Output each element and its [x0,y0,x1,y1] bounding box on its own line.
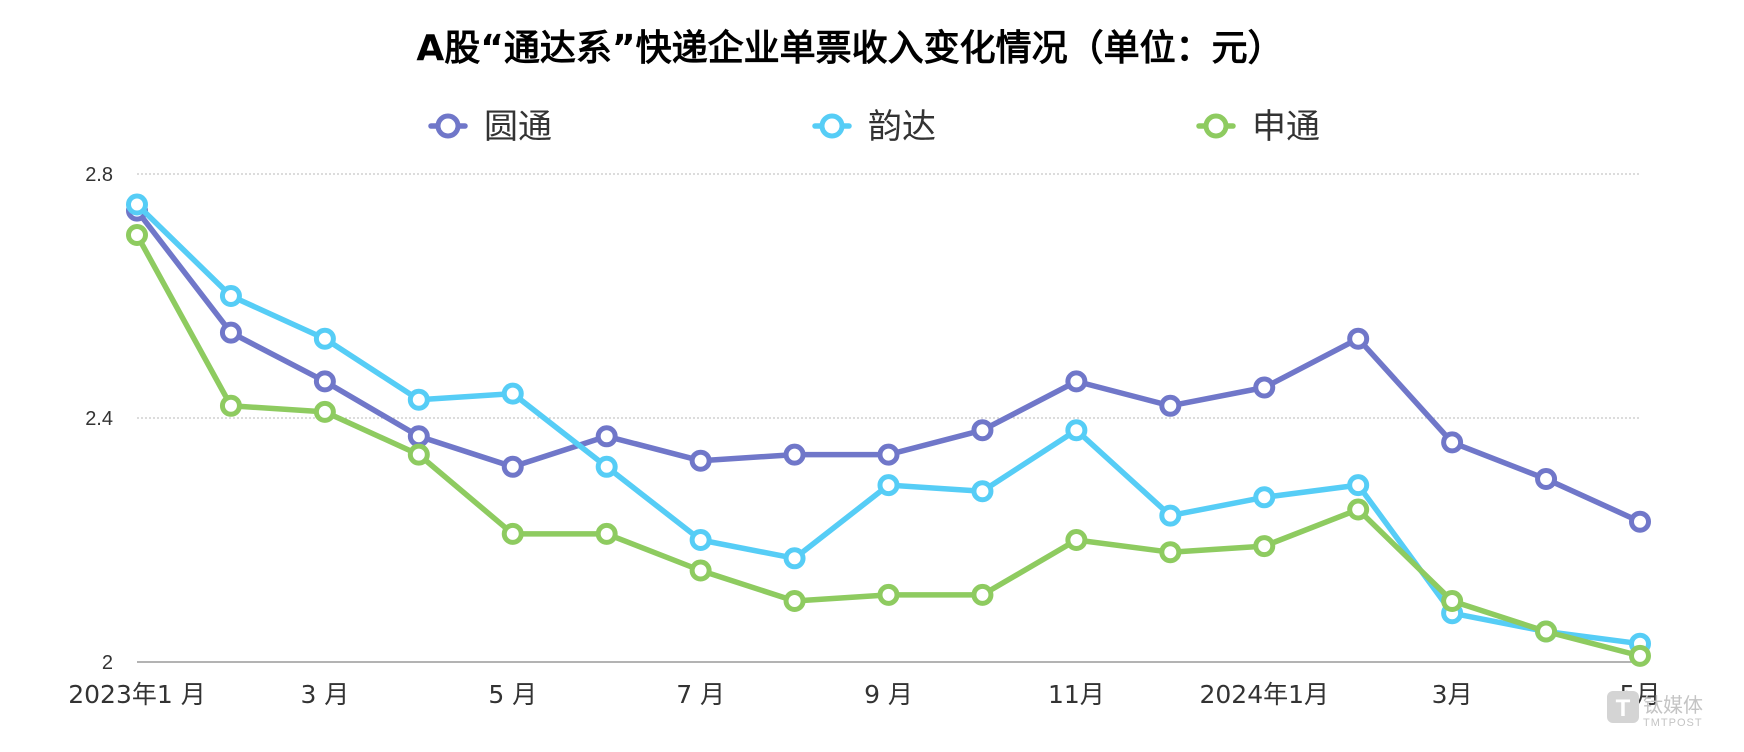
x-tick-label-12: 2024年1月 [1199,680,1329,709]
data-point-0-9 [971,419,994,442]
legend-item-2: 申通 [1196,107,1320,147]
data-point-1-5 [595,455,618,478]
y-axis: 2 2.4 2.8 [85,164,113,674]
x-tick-label-14: 3月 [1432,680,1473,709]
legend-marker-icon [819,113,845,139]
data-point-2-1 [219,394,242,417]
legend-marker-icon [1203,113,1229,139]
data-point-2-2 [313,400,336,423]
legend-label-2: 申通 [1252,107,1320,147]
data-point-0-5 [595,425,618,448]
data-point-1-8 [877,474,900,497]
data-point-2-6 [689,559,712,582]
data-point-0-15 [1535,468,1558,490]
watermark-logo: T 钛媒体 TMTPOST [1607,691,1703,729]
data-point-2-14 [1441,590,1464,612]
data-point-1-0 [126,193,148,216]
data-point-2-12 [1253,535,1276,558]
y-tick-label-1: 2.4 [85,408,113,430]
data-point-0-2 [313,370,336,393]
grid-lines [137,173,1640,663]
data-point-2-11 [1159,541,1182,564]
data-point-1-9 [971,480,994,503]
data-point-0-10 [1065,370,1088,393]
data-point-1-3 [407,388,430,411]
data-point-1-11 [1159,504,1182,527]
data-point-0-8 [877,443,900,466]
data-point-2-0 [126,224,148,246]
data-point-1-13 [1347,474,1370,497]
data-point-0-11 [1159,394,1182,417]
x-tick-label-4: 5 月 [488,680,537,709]
legend-label-1: 韵达 [868,107,936,147]
series-2 [126,224,1651,667]
series-line-1 [134,201,1643,647]
watermark-badge-glyph: T [1616,695,1631,722]
legend-item-1: 韵达 [812,107,936,147]
x-tick-label-10: 11月 [1048,680,1105,709]
data-point-1-1 [219,285,242,307]
data-point-2-3 [407,443,430,466]
legend-item-0: 圆通 [428,107,552,147]
data-point-1-2 [313,327,336,350]
legend-marker-icon [435,113,461,139]
data-point-2-8 [877,583,900,606]
data-point-2-9 [971,583,994,606]
x-tick-label-8: 9 月 [864,680,913,709]
data-point-0-14 [1441,431,1464,454]
data-point-0-4 [501,455,524,478]
data-point-1-7 [783,547,806,570]
data-point-2-10 [1065,529,1088,551]
data-point-1-4 [501,382,524,405]
data-point-0-7 [783,443,806,466]
data-point-2-5 [595,522,618,545]
data-point-1-12 [1253,486,1276,509]
data-point-0-13 [1347,327,1370,350]
data-point-1-10 [1065,419,1088,442]
data-point-0-12 [1253,376,1276,399]
data-point-0-3 [407,425,430,448]
plot-area [126,193,1651,667]
x-tick-label-0: 2023年1 月 [68,680,205,709]
data-point-0-6 [689,449,712,472]
data-point-2-16 [1629,644,1651,667]
data-point-2-15 [1535,620,1558,643]
data-point-1-6 [689,529,712,551]
data-point-2-4 [501,522,524,545]
y-tick-label-0: 2 [102,652,113,674]
data-point-0-1 [219,321,242,344]
chart-title: A股“通达系”快递企业单票收入变化情况（单位：元） [416,27,1283,69]
legend-label-0: 圆通 [484,107,552,147]
chart-legend: 圆通 韵达 申通 [428,107,1320,147]
x-tick-label-6: 7 月 [676,680,725,709]
x-tick-label-2: 3 月 [300,680,349,709]
data-point-2-13 [1347,498,1370,521]
watermark-badge-icon [1607,691,1639,723]
watermark-subtext: TMTPOST [1643,717,1703,729]
data-point-2-7 [783,590,806,612]
y-tick-label-2: 2.8 [85,164,113,186]
watermark-text: 钛媒体 [1643,693,1703,717]
data-point-0-16 [1629,510,1651,533]
